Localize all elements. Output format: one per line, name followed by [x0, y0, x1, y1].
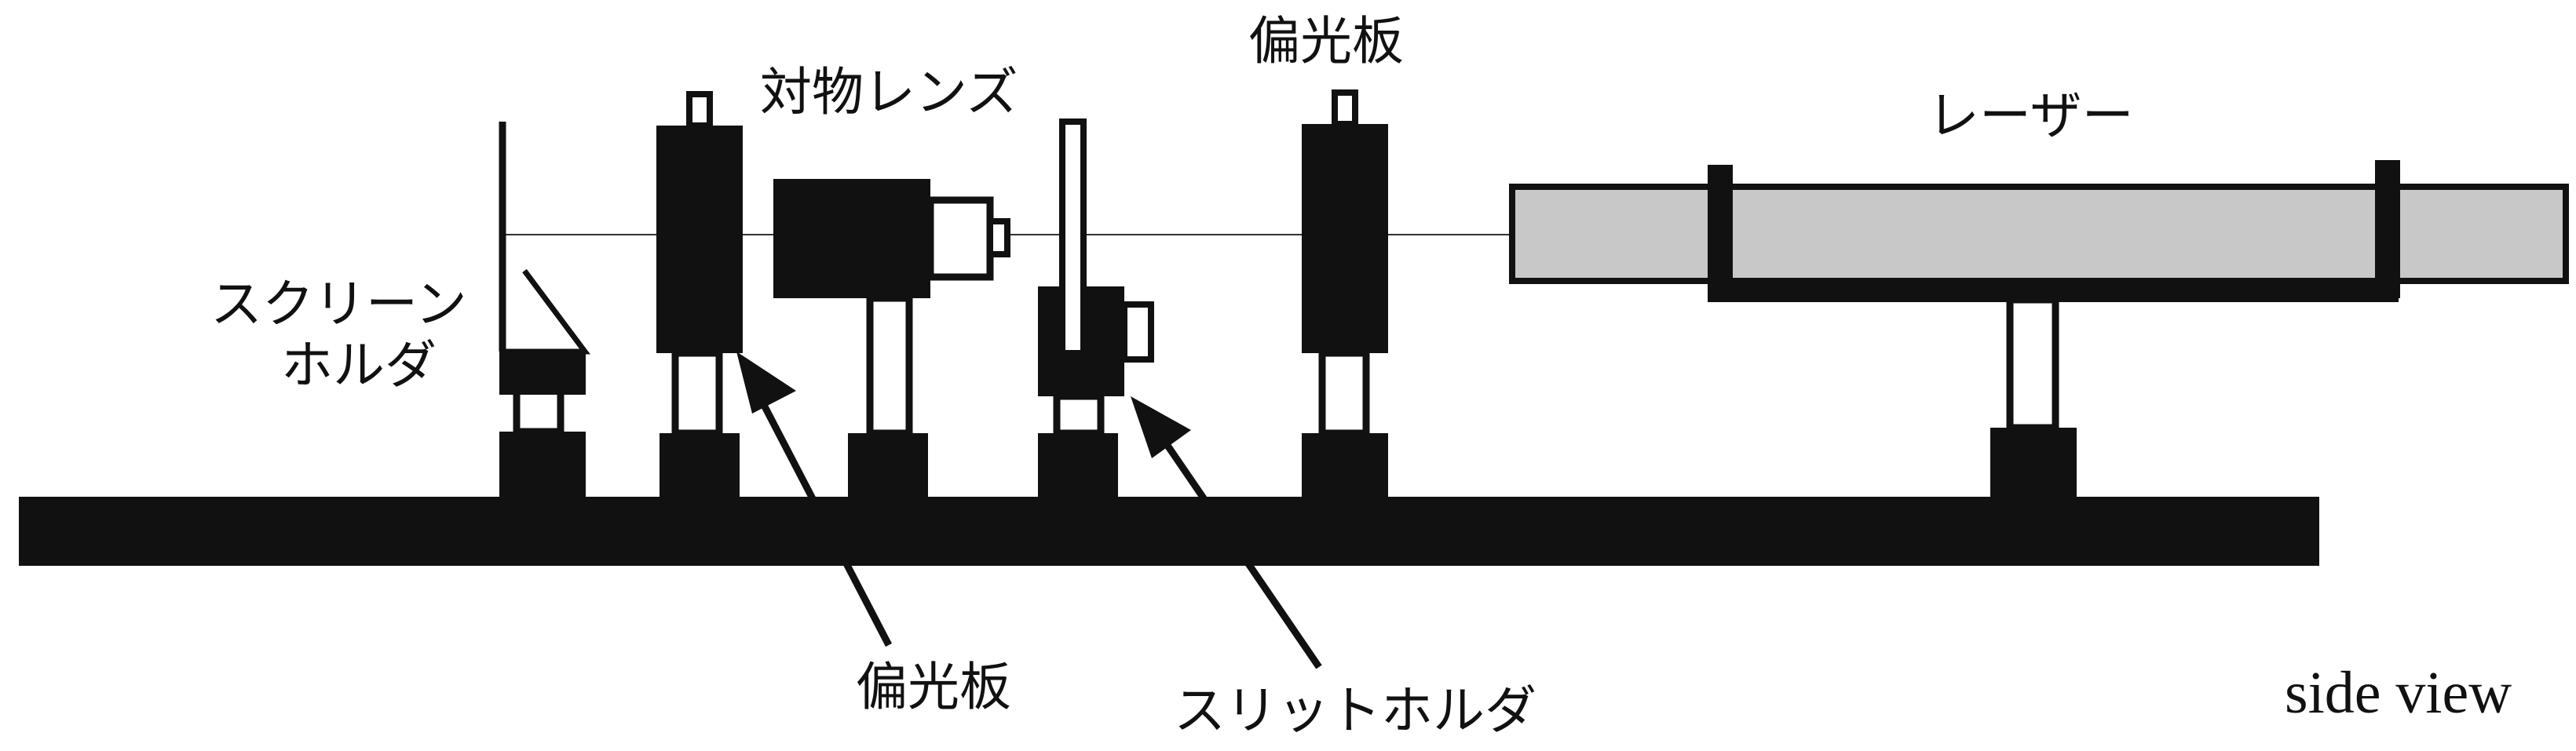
objective-lens-label: 対物レンズ — [760, 62, 1018, 122]
polarizer-1-post — [671, 349, 723, 437]
screen-holder-stage — [499, 352, 586, 395]
slit-holder-pointer-arrow — [1131, 396, 1322, 669]
slit-holder — [1038, 118, 1154, 498]
laser — [1509, 160, 2569, 498]
screen-holder-post — [513, 385, 565, 436]
slit-holder-label: スリットホルダ — [1174, 680, 1536, 741]
polarizer-1-base — [660, 433, 740, 498]
side-view-label: side view — [2285, 660, 2512, 726]
polarizer-1-knob — [686, 91, 713, 129]
polarizer-bottom-label: 偏光板 — [856, 657, 1011, 717]
screen-holder — [499, 122, 590, 498]
slit-holder-knob — [1121, 301, 1154, 363]
objective-lens — [773, 179, 1010, 498]
screen-brace — [502, 268, 590, 355]
polarizer-2 — [1302, 89, 1388, 498]
objective-lens-base — [848, 433, 928, 498]
polarizer-1 — [656, 91, 743, 498]
polarizer-2-post — [1318, 349, 1370, 437]
slit-holder-post — [1053, 392, 1105, 437]
screen-holder-base — [499, 432, 586, 498]
objective-lens-body — [773, 179, 930, 298]
polarizer-2-base — [1302, 433, 1388, 498]
optical-rail — [19, 497, 2319, 566]
laser-clamp-left — [1708, 165, 1733, 298]
screen-holder-label-line2: ホルダ — [281, 335, 437, 396]
polarizer-pointer-arrow — [736, 352, 892, 647]
polarizer-top-label: 偏光板 — [1248, 11, 1404, 71]
slit-plate — [1059, 118, 1087, 356]
slit-holder-base — [1038, 433, 1118, 498]
polarizer-2-body — [1302, 124, 1388, 353]
laser-post — [2006, 296, 2059, 432]
laser-label: レーザー — [1927, 86, 2134, 146]
laser-clamp-right — [2375, 160, 2400, 298]
laser-base — [1990, 428, 2077, 498]
objective-lens-post — [866, 294, 913, 437]
objective-lens-barrel — [926, 196, 994, 281]
laser-tube — [1509, 184, 2569, 284]
polarizer-2-knob — [1332, 89, 1358, 127]
polarizer-1-body — [656, 126, 743, 353]
objective-lens-tip — [987, 218, 1010, 257]
screen-holder-label-line1: スクリーン — [210, 274, 467, 334]
